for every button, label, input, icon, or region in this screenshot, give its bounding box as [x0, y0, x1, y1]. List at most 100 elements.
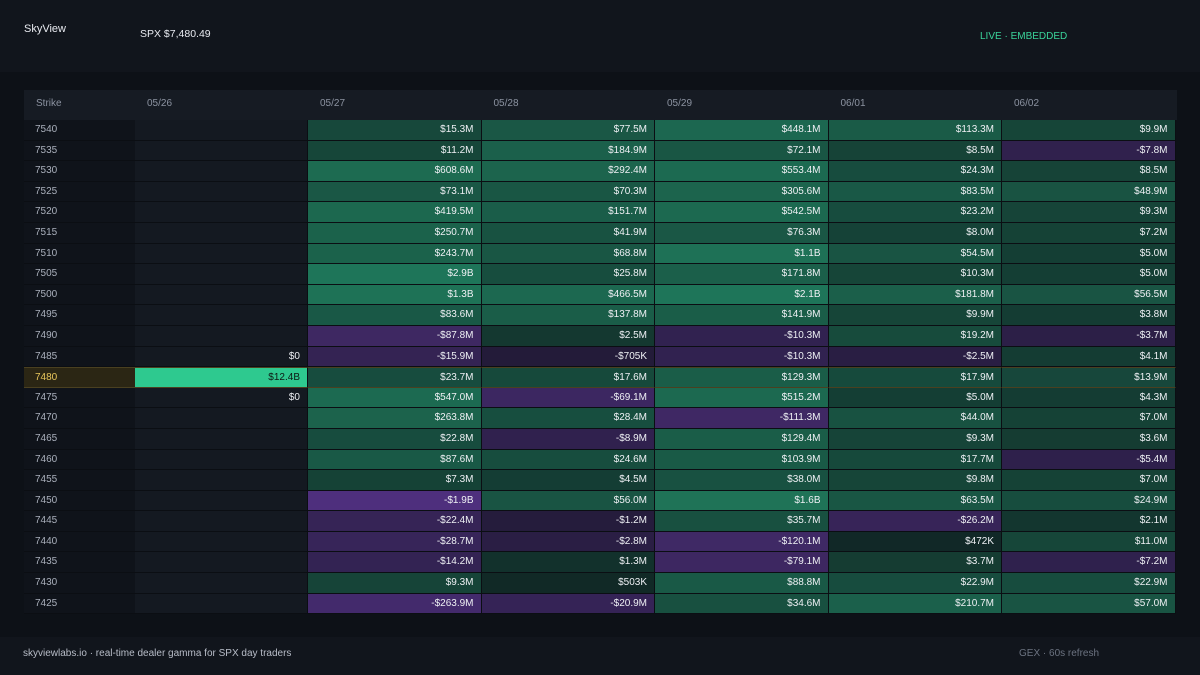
gamma-value-cell[interactable]: $113.3M [828, 120, 1002, 141]
gamma-value-cell[interactable]: $263.8M [308, 408, 482, 429]
gamma-value-cell[interactable]: $181.8M [828, 284, 1002, 306]
gamma-value-cell[interactable] [135, 531, 308, 553]
gamma-value-cell[interactable]: $4.1M [1002, 346, 1176, 368]
gamma-value-cell[interactable] [135, 284, 308, 306]
gamma-value-cell[interactable]: $22.8M [308, 428, 482, 450]
gamma-value-cell[interactable]: $9.3M [828, 428, 1002, 450]
gamma-value-cell[interactable]: $9.3M [308, 573, 482, 594]
gamma-value-cell[interactable]: $23.2M [828, 202, 1002, 223]
gamma-value-cell[interactable]: -$3.7M [1002, 325, 1176, 347]
gamma-value-cell[interactable] [135, 428, 308, 450]
gamma-value-cell[interactable]: -$15.9M [308, 346, 482, 368]
gamma-value-cell[interactable]: $503K [481, 573, 655, 594]
gamma-value-cell[interactable]: $22.9M [828, 573, 1002, 594]
gamma-value-cell[interactable]: $41.9M [481, 222, 655, 244]
gamma-value-cell[interactable]: $448.1M [655, 120, 829, 141]
gamma-value-cell[interactable]: $38.0M [655, 470, 829, 491]
gamma-value-cell[interactable]: $87.6M [308, 449, 482, 471]
gamma-value-cell[interactable]: $63.5M [828, 490, 1002, 512]
gamma-value-cell[interactable]: $5.0M [1002, 264, 1176, 285]
gamma-value-cell[interactable]: $23.7M [308, 367, 482, 388]
gamma-value-cell[interactable] [135, 470, 308, 491]
gamma-value-cell[interactable]: $3.6M [1002, 428, 1176, 450]
gamma-value-cell[interactable]: $77.5M [481, 120, 655, 141]
expiry-column-header[interactable]: 05/27 [320, 98, 346, 109]
gamma-value-cell[interactable]: $70.3M [481, 181, 655, 203]
gamma-value-cell[interactable]: $35.7M [655, 511, 829, 532]
gamma-value-cell[interactable]: $5.0M [828, 387, 1002, 409]
expiry-column-header[interactable]: 05/28 [493, 98, 519, 109]
gamma-value-cell[interactable]: $68.8M [481, 243, 655, 265]
gamma-value-cell[interactable]: $129.4M [655, 428, 829, 450]
gamma-value-cell[interactable] [135, 120, 308, 141]
gamma-value-cell[interactable]: $2.9B [308, 264, 482, 285]
gamma-value-cell[interactable]: $4.3M [1002, 387, 1176, 409]
gamma-value-cell[interactable] [135, 325, 308, 347]
gamma-value-cell[interactable]: $184.9M [481, 140, 655, 162]
gamma-value-cell[interactable]: $17.9M [828, 367, 1002, 388]
gamma-value-cell[interactable]: $8.0M [828, 222, 1002, 244]
gamma-value-cell[interactable]: $56.5M [1002, 284, 1176, 306]
gamma-value-cell[interactable]: $9.3M [1002, 202, 1176, 223]
gamma-value-cell[interactable]: $0 [135, 387, 308, 409]
gamma-value-cell[interactable]: $1.3B [308, 284, 482, 306]
gamma-value-cell[interactable]: $0 [135, 346, 308, 368]
gamma-value-cell[interactable]: -$22.4M [308, 511, 482, 532]
gamma-value-cell[interactable]: $24.9M [1002, 490, 1176, 512]
gamma-value-cell[interactable]: $9.9M [828, 305, 1002, 326]
gamma-value-cell[interactable]: $129.3M [655, 367, 829, 388]
gamma-value-cell[interactable] [135, 140, 308, 162]
gamma-value-cell[interactable]: $305.6M [655, 181, 829, 203]
gamma-value-cell[interactable]: $292.4M [481, 161, 655, 182]
gamma-value-cell[interactable]: -$14.2M [308, 552, 482, 574]
gamma-value-cell[interactable]: $553.4M [655, 161, 829, 182]
expiry-column-header[interactable]: 06/02 [1014, 98, 1040, 109]
gamma-value-cell[interactable] [135, 181, 308, 203]
gamma-value-cell[interactable]: $15.3M [308, 120, 482, 141]
gamma-value-cell[interactable]: $72.1M [655, 140, 829, 162]
gamma-value-cell[interactable]: $1.3M [481, 552, 655, 574]
gamma-value-cell[interactable]: $11.2M [308, 140, 482, 162]
gamma-value-cell[interactable]: -$20.9M [481, 593, 655, 615]
gamma-value-cell[interactable] [135, 511, 308, 532]
expiry-column-header[interactable]: 06/01 [840, 98, 866, 109]
gamma-value-cell[interactable]: $19.2M [828, 325, 1002, 347]
gamma-value-cell[interactable]: $73.1M [308, 181, 482, 203]
gamma-value-cell[interactable]: $76.3M [655, 222, 829, 244]
gamma-value-cell[interactable]: $3.8M [1002, 305, 1176, 326]
gamma-value-cell[interactable]: -$10.3M [655, 325, 829, 347]
gamma-value-cell[interactable]: $7.0M [1002, 408, 1176, 429]
gamma-value-cell[interactable]: -$1.2M [481, 511, 655, 532]
gamma-value-cell[interactable]: -$28.7M [308, 531, 482, 553]
gamma-value-cell[interactable]: -$79.1M [655, 552, 829, 574]
gamma-value-cell[interactable]: $57.0M [1002, 593, 1176, 615]
gamma-value-cell[interactable]: -$69.1M [481, 387, 655, 409]
gamma-value-cell[interactable]: $8.5M [828, 140, 1002, 162]
gamma-value-cell[interactable]: $466.5M [481, 284, 655, 306]
gamma-value-cell[interactable]: $83.5M [828, 181, 1002, 203]
gamma-value-cell[interactable]: $137.8M [481, 305, 655, 326]
gamma-value-cell[interactable]: -$1.9B [308, 490, 482, 512]
expiry-column-header[interactable]: 05/29 [667, 98, 693, 109]
gamma-value-cell[interactable]: $54.5M [828, 243, 1002, 265]
gamma-value-cell[interactable]: $171.8M [655, 264, 829, 285]
gamma-value-cell[interactable]: -$5.4M [1002, 449, 1176, 471]
gamma-value-cell[interactable]: $515.2M [655, 387, 829, 409]
gamma-value-cell[interactable]: $210.7M [828, 593, 1002, 615]
gamma-value-cell[interactable]: $34.6M [655, 593, 829, 615]
gamma-value-cell[interactable]: $13.9M [1002, 367, 1176, 388]
gamma-value-cell[interactable]: $10.3M [828, 264, 1002, 285]
gamma-value-cell[interactable]: $17.6M [481, 367, 655, 388]
gamma-value-cell[interactable]: $83.6M [308, 305, 482, 326]
gamma-value-cell[interactable]: $22.9M [1002, 573, 1176, 594]
gamma-value-cell[interactable]: $103.9M [655, 449, 829, 471]
gamma-value-cell[interactable]: -$26.2M [828, 511, 1002, 532]
gamma-value-cell[interactable]: $151.7M [481, 202, 655, 223]
gamma-value-cell[interactable]: $547.0M [308, 387, 482, 409]
gamma-value-cell[interactable] [135, 222, 308, 244]
gamma-value-cell[interactable] [135, 593, 308, 615]
gamma-value-cell[interactable]: -$7.2M [1002, 552, 1176, 574]
gamma-value-cell[interactable]: $12.4B [135, 367, 308, 388]
gamma-value-cell[interactable] [135, 264, 308, 285]
gamma-value-cell[interactable]: $25.8M [481, 264, 655, 285]
